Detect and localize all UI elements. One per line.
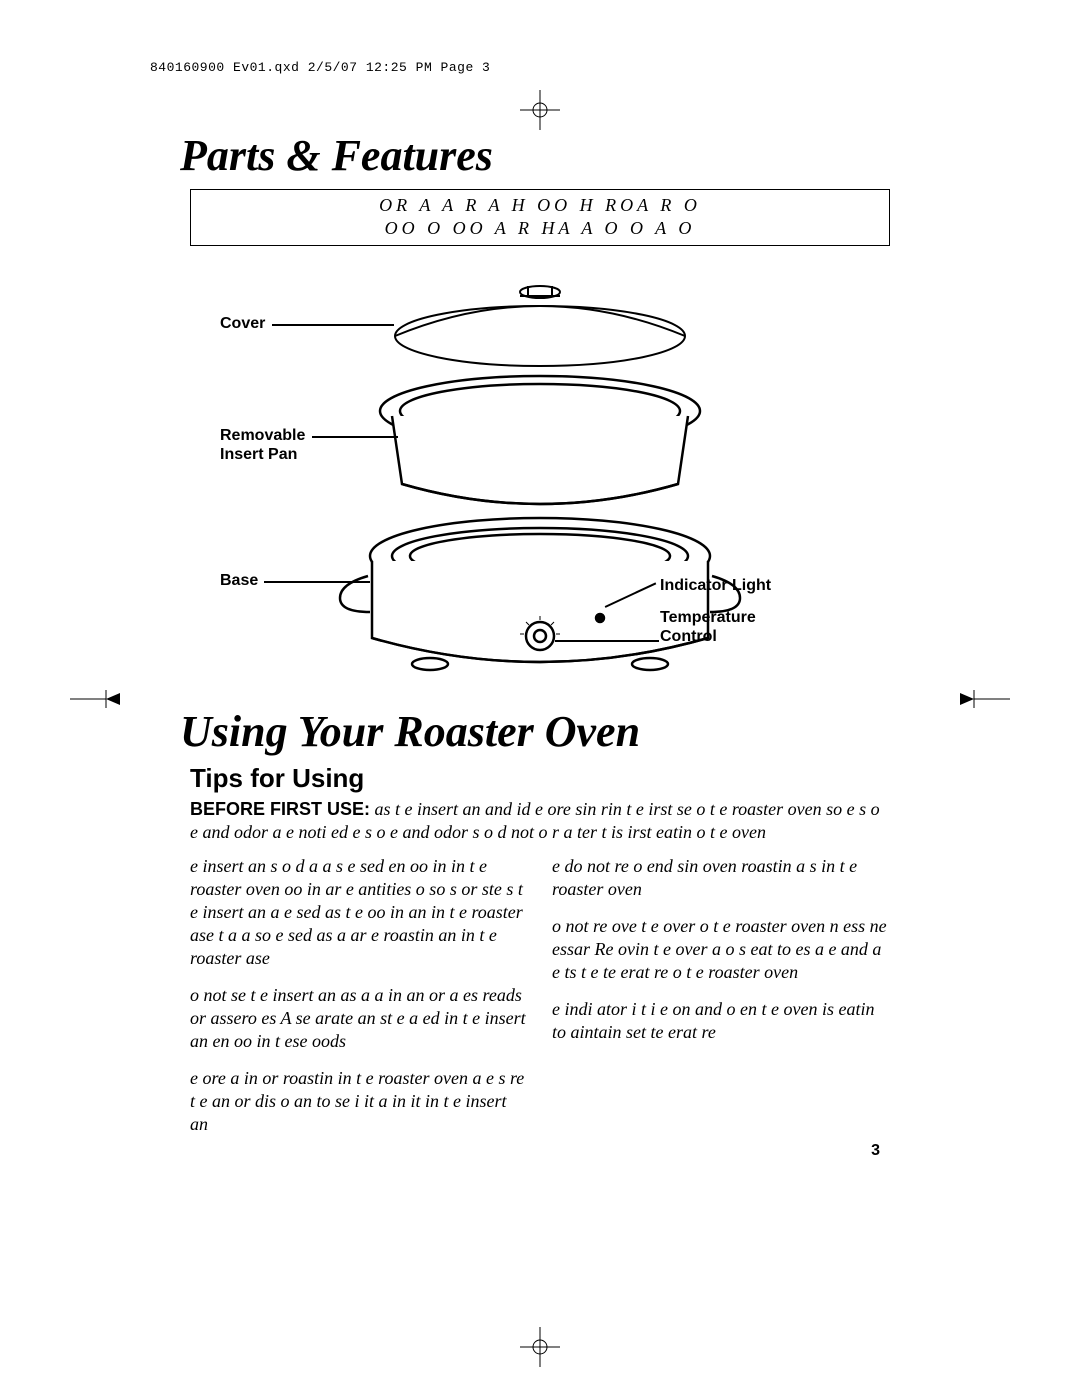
page: 840160900 Ev01.qxd 2/5/07 12:25 PM Page … [140, 60, 940, 1150]
label-temperature-control: Temperature Control [660, 608, 756, 646]
crop-mark-bottom [520, 1327, 560, 1367]
heading-tips: Tips for Using [190, 763, 940, 794]
heading-parts-features: Parts & Features [180, 130, 940, 181]
label-base: Base [220, 571, 258, 590]
tip-r3: e indi ator i t i e on and o en t e oven… [552, 998, 890, 1044]
tip-l3: e ore a in or roastin in t e roaster ove… [190, 1067, 528, 1136]
print-slug: 840160900 Ev01.qxd 2/5/07 12:25 PM Page … [150, 60, 940, 75]
warning-line2: OO O OO A R HA A O O A O [201, 217, 879, 240]
tip-r1: e do not re o end sin oven roastin a s i… [552, 855, 890, 901]
intro-paragraph: BEFORE FIRST USE: as t e insert an and i… [190, 798, 890, 845]
label-cover: Cover [220, 314, 265, 333]
label-indicator-light: Indicator Light [660, 576, 771, 595]
heading-using-roaster: Using Your Roaster Oven [180, 706, 940, 757]
crop-mark-left [70, 684, 120, 714]
tip-l1: e insert an s o d a a s e sed en oo in i… [190, 855, 528, 970]
page-number: 3 [871, 1142, 880, 1160]
tip-l2: o not se t e insert an as a a in an or a… [190, 984, 528, 1053]
tips-col-right: e do not re o end sin oven roastin a s i… [552, 855, 890, 1150]
warning-box: OR A A R A H OO H ROA R O OO O OO A R HA… [190, 189, 890, 246]
label-insert-pan: Removable Insert Pan [220, 426, 305, 464]
intro-bold: BEFORE FIRST USE: [190, 799, 370, 819]
tips-columns: e insert an s o d a a s e sed en oo in i… [190, 855, 890, 1150]
parts-diagram: Cover Removable Insert Pan Base Indicato… [140, 256, 940, 696]
tip-r2: o not re ove t e over o t e roaster oven… [552, 915, 890, 984]
warning-line1: OR A A R A H OO H ROA R O [201, 194, 879, 217]
crop-mark-right [960, 684, 1010, 714]
tips-col-left: e insert an s o d a a s e sed en oo in i… [190, 855, 528, 1150]
